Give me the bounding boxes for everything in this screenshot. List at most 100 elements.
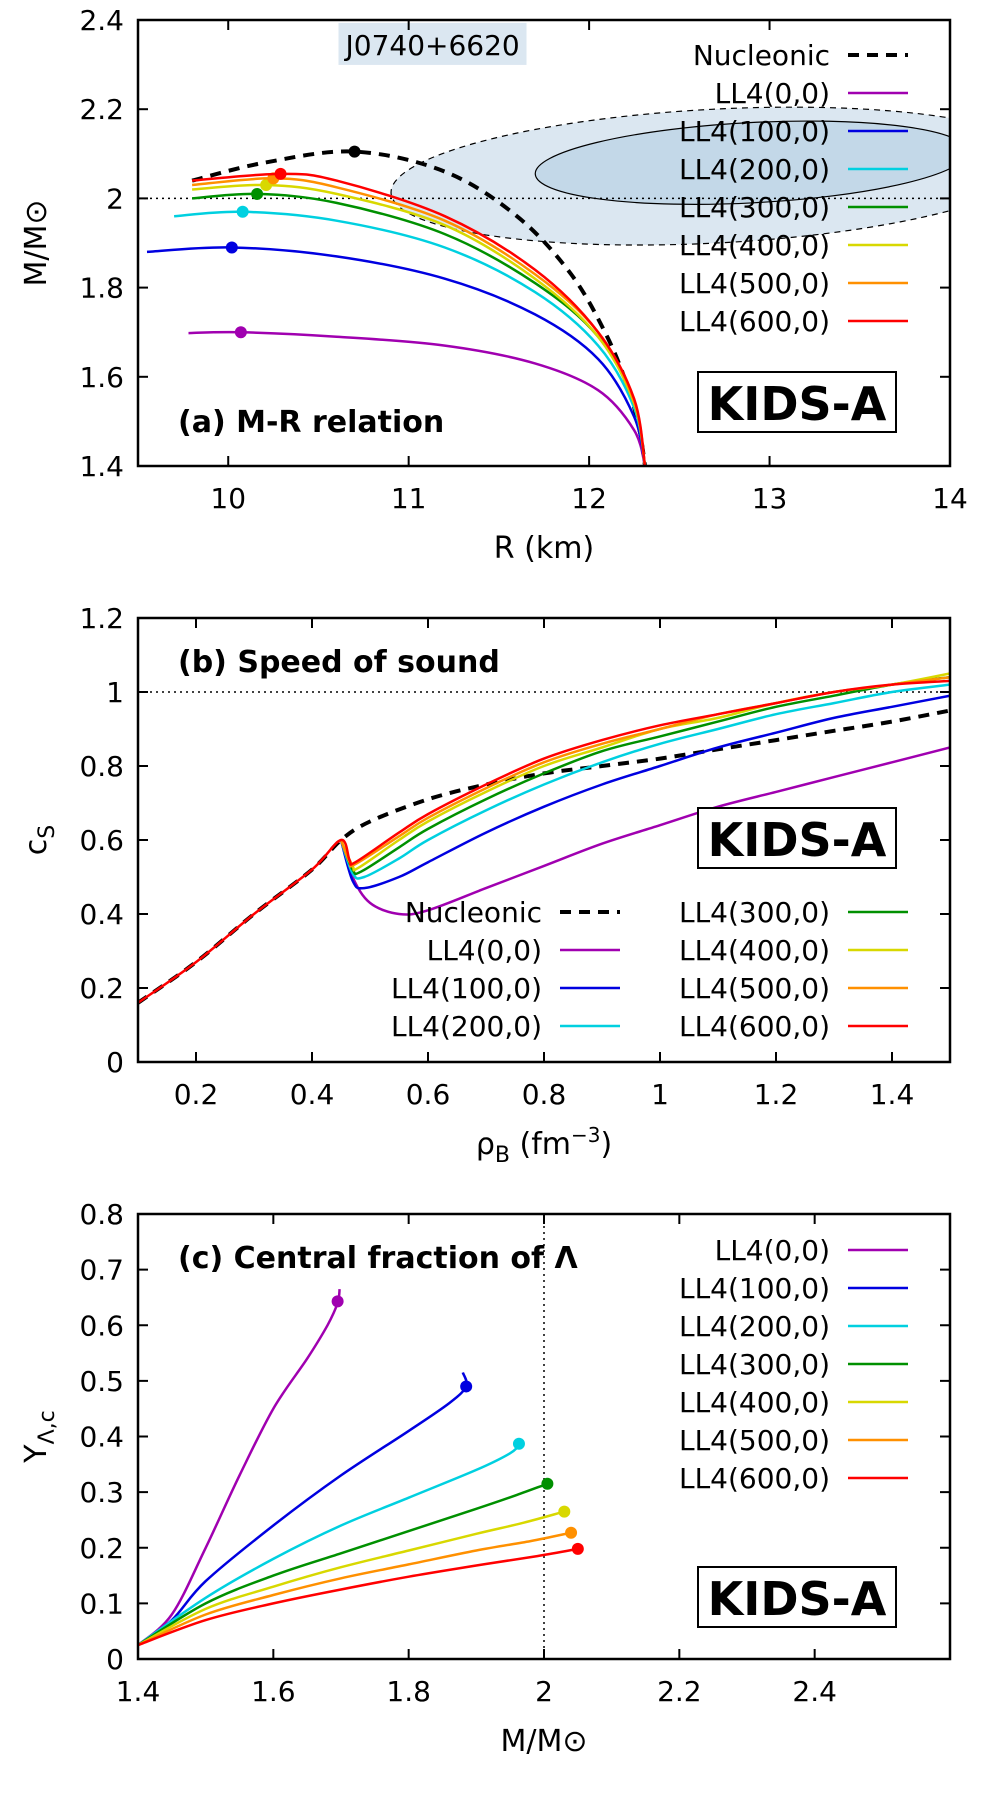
series-group <box>138 1288 584 1647</box>
y-tick-label: 0.3 <box>79 1476 124 1509</box>
y-axis-label: M/M⊙ <box>19 199 54 286</box>
legend-label: LL4(500,0) <box>679 267 830 300</box>
legend-label: LL4(100,0) <box>679 1272 830 1305</box>
legend-entry-LL4(0,0): LL4(0,0) <box>715 77 908 110</box>
x-tick-label: 2.2 <box>657 1675 702 1708</box>
y-tick-label: 0.1 <box>79 1587 124 1620</box>
series-line-LL4(0,0) <box>188 330 647 466</box>
x-tick-label: 0.2 <box>174 1078 219 1111</box>
legend-entry-LL4(300,0): LL4(300,0) <box>679 191 908 224</box>
y-tick-label: 1.6 <box>79 361 124 394</box>
x-tick-label: 2.4 <box>792 1675 837 1708</box>
legend-entry-Nucleonic: Nucleonic <box>405 896 620 929</box>
series-line-LL4(600,0) <box>138 679 950 1004</box>
max-point-LL4(300,0) <box>541 1477 554 1490</box>
y-tick-label: 0.2 <box>79 1532 124 1565</box>
legend-label: LL4(600,0) <box>679 305 830 338</box>
max-point-LL4(0,0) <box>234 326 247 339</box>
max-point-LL4(200,0) <box>512 1437 525 1450</box>
panel-a: J0740+6620 10 11 12 13 14 1.4 1.6 1.8 2 2.2 2.4 R (k… <box>19 4 968 566</box>
y-tick-label: 0.2 <box>79 972 124 1005</box>
kids-badge-label: KIDS-A <box>708 377 887 431</box>
legend: Nucleonic LL4(0,0) LL4(100,0) LL4(200,0) LL4… <box>679 39 908 338</box>
legend-entry-LL4(200,0): LL4(200,0) <box>391 1010 620 1043</box>
legend-entry-LL4(500,0): LL4(500,0) <box>679 1424 908 1457</box>
legend-label: LL4(400,0) <box>679 1386 830 1419</box>
legend: LL4(0,0) LL4(100,0) LL4(200,0) LL4(300,0) LL… <box>679 1234 908 1495</box>
y-tick-label: 0.4 <box>79 1421 124 1454</box>
x-axis-label: ρB (fm−3) <box>476 1123 612 1168</box>
legend-label: LL4(300,0) <box>679 191 830 224</box>
panel-c: 1.4 1.6 1.8 2 2.2 2.4 0 0.1 0.2 0.3 0.4 0.5 0.6 0.7 0.… <box>19 1198 952 1759</box>
legend-entry-LL4(600,0): LL4(600,0) <box>679 305 908 338</box>
max-point-LL4(600,0) <box>571 1542 584 1555</box>
x-tick-label: 1.4 <box>116 1675 161 1708</box>
x-tick-label: 1.2 <box>754 1078 799 1111</box>
legend-label: LL4(200,0) <box>679 1310 830 1343</box>
legend-label: LL4(500,0) <box>679 972 830 1005</box>
y-tick-label: 0.8 <box>79 750 124 783</box>
max-point-LL4(100,0) <box>460 1380 473 1393</box>
legend-label: LL4(0,0) <box>715 1234 830 1267</box>
legend-label: LL4(600,0) <box>679 1010 830 1043</box>
kids-badge-box <box>697 1566 897 1628</box>
y-tick-label: 0.6 <box>79 824 124 857</box>
legend-label: LL4(100,0) <box>391 972 542 1005</box>
legend-entry-LL4(100,0): LL4(100,0) <box>679 1272 908 1305</box>
x-tick-label: 1.8 <box>386 1675 431 1708</box>
legend-label: LL4(200,0) <box>391 1010 542 1043</box>
x-tick-label: 10 <box>210 482 246 515</box>
max-point-LL4(600,0) <box>274 167 287 180</box>
x-tick-label: 0.6 <box>406 1078 451 1111</box>
max-point-LL4(0,0) <box>331 1295 344 1308</box>
series-group <box>146 145 647 466</box>
x-axis-label: M/M⊙ <box>500 1724 587 1759</box>
legend-label: LL4(100,0) <box>679 115 830 148</box>
y-axis-label: YΛ,c <box>19 1410 60 1463</box>
legend-entry-LL4(200,0): LL4(200,0) <box>679 1310 908 1343</box>
y-tick-label: 0.7 <box>79 1254 124 1287</box>
y-axis-label: cS <box>19 825 60 855</box>
annotation-label: J0740+6620 <box>344 29 520 62</box>
kids-badge-box <box>697 807 897 869</box>
max-point-LL4(300,0) <box>251 187 264 200</box>
legend-label: LL4(400,0) <box>679 934 830 967</box>
y-tick-label: 2.2 <box>79 93 124 126</box>
plot-frame <box>136 18 952 468</box>
legend-entry-LL4(600,0): LL4(600,0) <box>679 1462 908 1495</box>
legend-entry-LL4(100,0): LL4(100,0) <box>679 115 908 148</box>
series-line-LL4(100,0) <box>339 694 950 890</box>
x-tick-label: 1.4 <box>870 1078 915 1111</box>
x-tick-label: 0.4 <box>290 1078 335 1111</box>
y-tick-label: 0 <box>106 1046 124 1079</box>
legend-entry-LL4(400,0): LL4(400,0) <box>679 229 908 262</box>
panel-b: 0.2 0.4 0.6 0.8 1 1.2 1.4 0 0.2 0.4 0.6 0.8 1 1.2 ρB (… <box>19 602 952 1168</box>
series-line-LL4(300,0) <box>339 675 950 876</box>
x-tick-label: 1 <box>651 1078 669 1111</box>
x-axis-label: R (km) <box>494 531 594 566</box>
series-line-LL4(600,0) <box>138 1547 579 1647</box>
legend-entry-LL4(500,0): LL4(500,0) <box>679 972 908 1005</box>
max-point-LL4(400,0) <box>558 1505 571 1518</box>
legend: Nucleonic LL4(0,0) LL4(100,0) LL4(200,0) LL4… <box>391 896 908 1043</box>
series-line-LL4(200,0) <box>339 683 950 880</box>
legend-label: Nucleonic <box>693 39 830 72</box>
legend-entry-LL4(200,0): LL4(200,0) <box>679 153 908 186</box>
panel-title: (c) Central fraction of Λ <box>178 1241 578 1276</box>
series-line-LL4(500,0) <box>138 1531 572 1647</box>
legend-entry-LL4(300,0): LL4(300,0) <box>679 1348 908 1381</box>
series-line-Nucleonic <box>191 149 647 466</box>
max-point-LL4(100,0) <box>225 241 238 254</box>
y-tick-label: 1.8 <box>79 272 124 305</box>
kids-badge-label: KIDS-A <box>708 1572 887 1626</box>
legend-entry-LL4(300,0): LL4(300,0) <box>679 896 908 929</box>
y-tick-label: 1 <box>106 676 124 709</box>
legend-entry-LL4(500,0): LL4(500,0) <box>679 267 908 300</box>
panel-title: (b) Speed of sound <box>178 645 500 680</box>
series-line-LL4(100,0) <box>138 1372 468 1647</box>
y-tick-label: 2 <box>106 182 124 215</box>
series-line-LL4(0,0) <box>339 746 950 916</box>
legend-label: LL4(300,0) <box>679 896 830 929</box>
kids-badge-label: KIDS-A <box>708 813 887 867</box>
